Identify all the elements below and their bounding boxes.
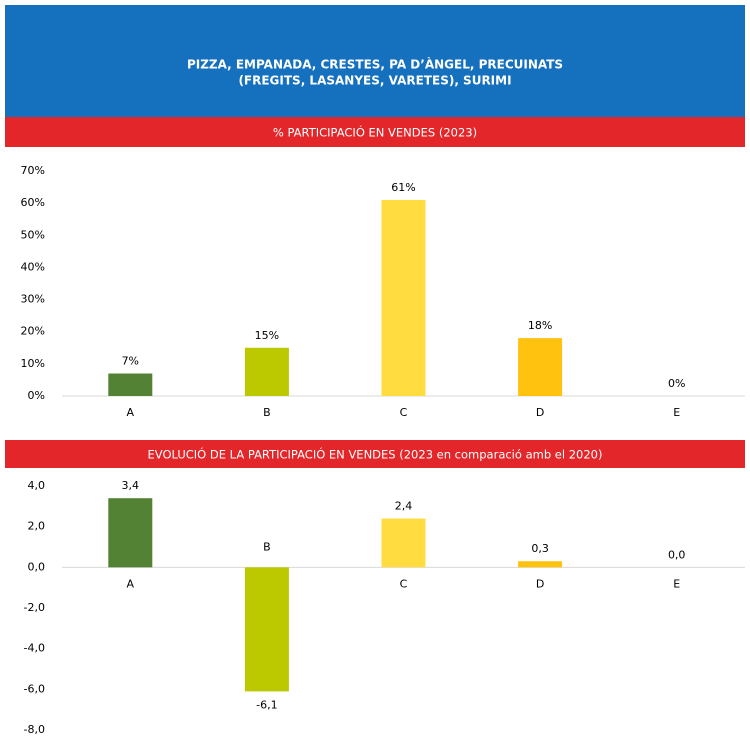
bar bbox=[108, 498, 153, 568]
header-title: (FREGITS, LASANYES, VARETES), SURIMI bbox=[238, 74, 511, 88]
y-tick-label: 20% bbox=[21, 325, 45, 338]
bar bbox=[518, 561, 563, 568]
y-tick-label: 0% bbox=[28, 389, 45, 402]
x-tick-label: A bbox=[127, 406, 135, 419]
y-tick-label: 60% bbox=[21, 196, 45, 209]
bar bbox=[244, 567, 289, 692]
bar bbox=[244, 347, 289, 396]
data-label: 3,4 bbox=[122, 479, 140, 492]
data-label: 0,0 bbox=[668, 548, 686, 561]
x-tick-label: D bbox=[536, 406, 544, 419]
data-label: 2,4 bbox=[395, 500, 413, 513]
header-title: PIZZA, EMPANADA, CRESTES, PA D’ÀNGEL, PR… bbox=[187, 57, 563, 72]
header-bg bbox=[5, 5, 745, 117]
x-tick-label: E bbox=[673, 577, 680, 590]
x-tick-label: E bbox=[673, 406, 680, 419]
data-label: 61% bbox=[391, 181, 415, 194]
y-tick-label: 50% bbox=[21, 228, 45, 241]
y-tick-label: 30% bbox=[21, 293, 45, 306]
data-label: 18% bbox=[528, 319, 552, 332]
x-tick-label: A bbox=[127, 577, 135, 590]
y-tick-label: 40% bbox=[21, 260, 45, 273]
data-label: 15% bbox=[255, 329, 279, 342]
data-label: -6,1 bbox=[256, 698, 277, 711]
y-tick-label: -6,0 bbox=[24, 682, 45, 695]
y-tick-label: -2,0 bbox=[24, 601, 45, 614]
y-tick-label: 0,0 bbox=[28, 560, 46, 573]
x-tick-label: B bbox=[263, 540, 271, 553]
x-tick-label: D bbox=[536, 577, 544, 590]
y-tick-label: -4,0 bbox=[24, 642, 45, 655]
y-tick-label: 10% bbox=[21, 357, 45, 370]
y-tick-label: 2,0 bbox=[28, 520, 46, 533]
data-label: 7% bbox=[122, 355, 139, 368]
y-tick-label: 70% bbox=[21, 164, 45, 177]
section-band bbox=[5, 117, 745, 147]
chart-title: EVOLUCIÓ DE LA PARTICIPACIÓ EN VENDES (2… bbox=[148, 447, 603, 462]
y-tick-label: 4,0 bbox=[28, 479, 46, 492]
x-tick-label: C bbox=[400, 406, 408, 419]
bar bbox=[381, 518, 426, 568]
bar bbox=[518, 338, 563, 396]
data-label: 0% bbox=[668, 377, 685, 390]
bar bbox=[381, 199, 426, 396]
x-tick-label: C bbox=[400, 577, 408, 590]
bar bbox=[108, 373, 153, 396]
data-label: 0,3 bbox=[531, 542, 549, 555]
y-tick-label: -8,0 bbox=[24, 723, 45, 736]
section-band bbox=[5, 440, 745, 468]
chart-title: % PARTICIPACIÓ EN VENDES (2023) bbox=[273, 125, 477, 140]
x-tick-label: B bbox=[263, 406, 271, 419]
